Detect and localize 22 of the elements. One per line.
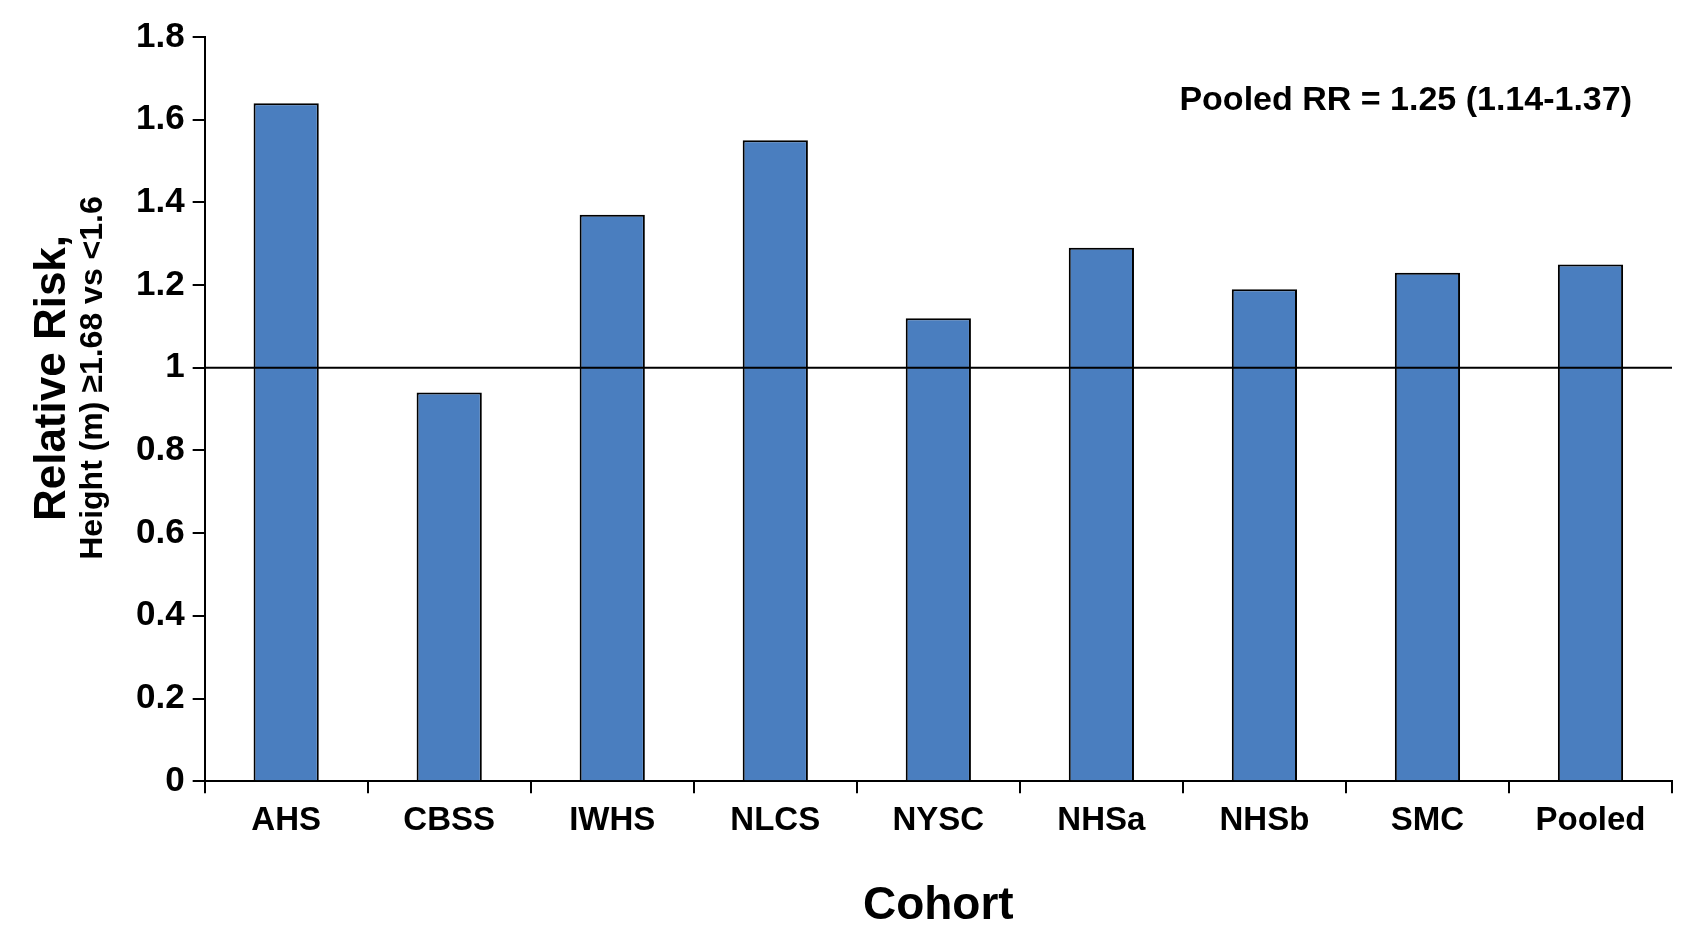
y-axis-title: Relative Risk, Height (m) ≥1.68 vs <1.6 [25,196,110,560]
y-tick-label: 1.8 [136,14,185,54]
y-tick-label: 1.6 [136,97,185,137]
y-tick-label: 0 [165,758,185,798]
annotation: Pooled RR = 1.25 (1.14-1.37) [1179,79,1632,118]
x-tick-label: SMC [1390,800,1465,838]
x-tick-label: AHS [251,800,322,838]
x-tick-label: NYSC [892,800,985,838]
y-tick-label: 0.4 [136,593,186,633]
y-tick-label: 0.2 [136,676,185,716]
x-tick-label: Pooled [1535,800,1646,838]
y-tick-label: 1 [165,345,185,385]
x-tick-label: NLCS [730,800,821,838]
y-tick-label: 0.8 [136,428,185,468]
x-tick-label: NHSb [1219,800,1310,838]
x-tick-label: CBSS [403,800,496,838]
x-tick-label: IWHS [569,800,656,838]
x-tick-label: NHSa [1057,800,1147,838]
y-tick-label: 1.4 [136,180,186,220]
y-tick-label: 0.6 [136,510,185,550]
x-axis-title: Cohort [862,877,1014,930]
y-tick-label: 1.2 [136,262,185,302]
